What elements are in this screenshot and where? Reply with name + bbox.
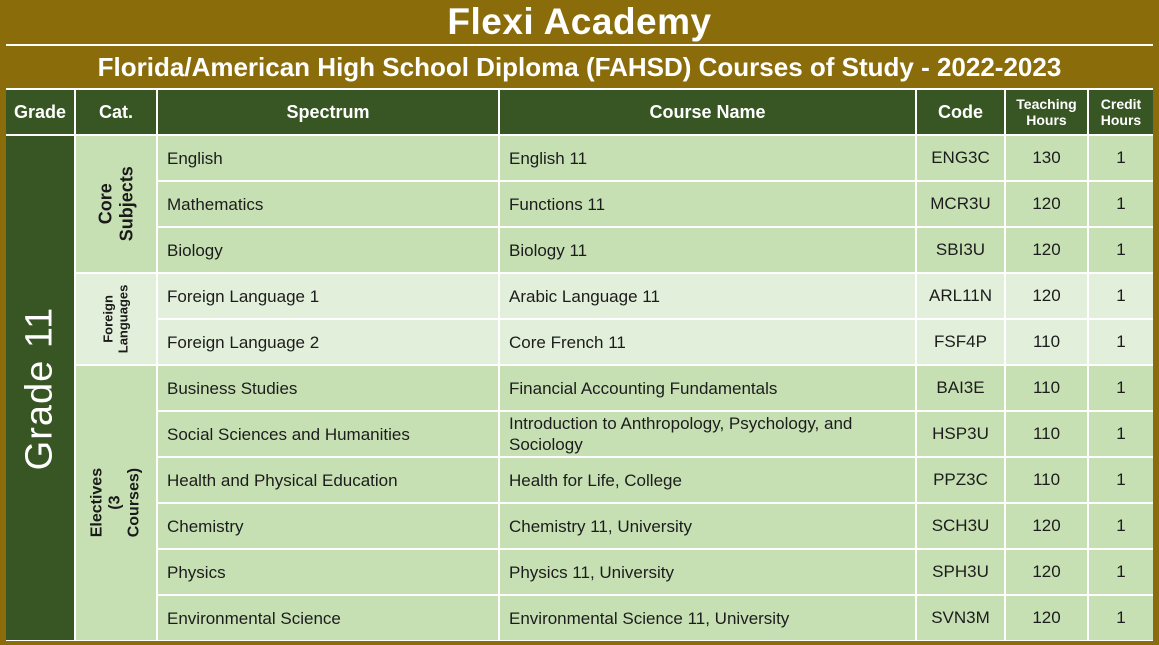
course-name-cell: Chemistry 11, University [500, 504, 915, 548]
spectrum-cell: Health and Physical Education [158, 458, 498, 502]
code-cell: ENG3C [917, 136, 1004, 180]
code-cell: SVN3M [917, 596, 1004, 640]
subtitle-bar: Florida/American High School Diploma (FA… [6, 46, 1153, 88]
teaching-hours-cell: 110 [1006, 412, 1087, 456]
header-course-name: Course Name [500, 90, 915, 134]
course-name-cell: Physics 11, University [500, 550, 915, 594]
category-cell: Electives (3 Courses) [76, 366, 156, 640]
header-teaching-hours: Teaching Hours [1006, 90, 1087, 134]
credit-hours-cell: 1 [1089, 320, 1153, 364]
grade-11-cell: Grade 11 [6, 136, 74, 640]
teaching-hours-cell: 120 [1006, 274, 1087, 318]
header-cat: Cat. [76, 90, 156, 134]
category-label: Foreign Languages [100, 284, 130, 354]
course-name-cell: Introduction to Anthropology, Psychology… [500, 412, 915, 456]
courses-table: Grade Cat. Spectrum Course Name Code Tea… [6, 90, 1153, 640]
code-cell: HSP3U [917, 412, 1004, 456]
credit-hours-cell: 1 [1089, 136, 1153, 180]
category-cell: Foreign Languages [76, 274, 156, 364]
teaching-hours-cell: 110 [1006, 320, 1087, 364]
code-cell: SCH3U [917, 504, 1004, 548]
credit-hours-cell: 1 [1089, 504, 1153, 548]
spectrum-cell: Chemistry [158, 504, 498, 548]
code-cell: FSF4P [917, 320, 1004, 364]
courses-table-wrap: Grade Cat. Spectrum Course Name Code Tea… [6, 88, 1153, 641]
course-name-cell: Environmental Science 11, University [500, 596, 915, 640]
category-cell: Core Subjects [76, 136, 156, 272]
course-name-cell: English 11 [500, 136, 915, 180]
category-label: Electives (3 Courses) [88, 468, 143, 538]
code-cell: BAI3E [917, 366, 1004, 410]
course-name-cell: Health for Life, College [500, 458, 915, 502]
title-bar: Flexi Academy [6, 0, 1153, 46]
code-cell: SBI3U [917, 228, 1004, 272]
spectrum-cell: Social Sciences and Humanities [158, 412, 498, 456]
credit-hours-cell: 1 [1089, 412, 1153, 456]
credit-hours-cell: 1 [1089, 596, 1153, 640]
spectrum-cell: English [158, 136, 498, 180]
header-grade: Grade [6, 90, 74, 134]
course-name-cell: Functions 11 [500, 182, 915, 226]
credit-hours-cell: 1 [1089, 228, 1153, 272]
credit-hours-cell: 1 [1089, 274, 1153, 318]
teaching-hours-cell: 110 [1006, 366, 1087, 410]
code-cell: MCR3U [917, 182, 1004, 226]
header-credit-hours: Credit Hours [1089, 90, 1153, 134]
teaching-hours-cell: 120 [1006, 504, 1087, 548]
teaching-hours-cell: 130 [1006, 136, 1087, 180]
spectrum-cell: Biology [158, 228, 498, 272]
teaching-hours-cell: 120 [1006, 182, 1087, 226]
course-name-cell: Financial Accounting Fundamentals [500, 366, 915, 410]
credit-hours-cell: 1 [1089, 366, 1153, 410]
teaching-hours-cell: 120 [1006, 228, 1087, 272]
document-subtitle: Florida/American High School Diploma (FA… [97, 51, 1062, 82]
spectrum-cell: Foreign Language 2 [158, 320, 498, 364]
course-name-cell: Core French 11 [500, 320, 915, 364]
course-name-cell: Arabic Language 11 [500, 274, 915, 318]
credit-hours-cell: 1 [1089, 458, 1153, 502]
academy-title: Flexi Academy [447, 1, 712, 42]
course-name-cell: Biology 11 [500, 228, 915, 272]
code-cell: ARL11N [917, 274, 1004, 318]
spectrum-cell: Mathematics [158, 182, 498, 226]
category-label: Core Subjects [95, 166, 136, 242]
teaching-hours-cell: 110 [1006, 458, 1087, 502]
code-cell: PPZ3C [917, 458, 1004, 502]
spectrum-cell: Foreign Language 1 [158, 274, 498, 318]
credit-hours-cell: 1 [1089, 182, 1153, 226]
header-code: Code [917, 90, 1004, 134]
spectrum-cell: Environmental Science [158, 596, 498, 640]
credit-hours-cell: 1 [1089, 550, 1153, 594]
grade-11-label: Grade 11 [18, 306, 61, 470]
spectrum-cell: Physics [158, 550, 498, 594]
header-spectrum: Spectrum [158, 90, 498, 134]
code-cell: SPH3U [917, 550, 1004, 594]
teaching-hours-cell: 120 [1006, 596, 1087, 640]
teaching-hours-cell: 120 [1006, 550, 1087, 594]
spectrum-cell: Business Studies [158, 366, 498, 410]
